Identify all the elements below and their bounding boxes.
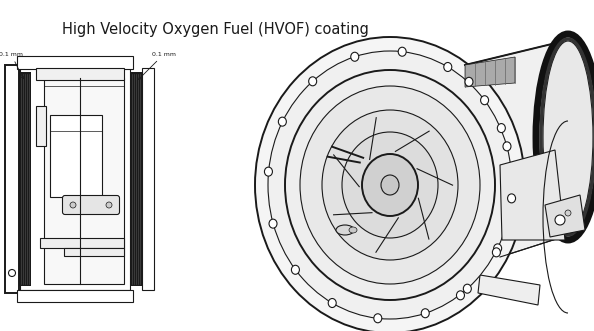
Bar bbox=[36, 106, 46, 146]
Ellipse shape bbox=[398, 47, 406, 56]
Ellipse shape bbox=[255, 37, 525, 331]
Circle shape bbox=[70, 202, 76, 208]
Ellipse shape bbox=[362, 154, 418, 216]
Bar bbox=[50, 115, 102, 197]
Text: 0.1 mm: 0.1 mm bbox=[138, 52, 176, 79]
Circle shape bbox=[106, 202, 112, 208]
Text: High Velocity Oxygen Fuel (HVOF) coating: High Velocity Oxygen Fuel (HVOF) coating bbox=[62, 22, 368, 37]
Ellipse shape bbox=[497, 123, 505, 133]
Bar bbox=[142, 68, 154, 290]
Ellipse shape bbox=[456, 291, 465, 300]
Ellipse shape bbox=[543, 41, 593, 233]
Ellipse shape bbox=[465, 77, 473, 86]
Ellipse shape bbox=[322, 110, 458, 260]
FancyBboxPatch shape bbox=[62, 196, 119, 214]
Polygon shape bbox=[545, 195, 585, 237]
Polygon shape bbox=[478, 275, 540, 305]
Circle shape bbox=[565, 210, 571, 216]
Ellipse shape bbox=[503, 142, 511, 151]
Bar bbox=[36, 68, 124, 80]
Ellipse shape bbox=[481, 96, 489, 105]
Ellipse shape bbox=[279, 117, 286, 126]
Polygon shape bbox=[465, 42, 578, 257]
Ellipse shape bbox=[309, 77, 317, 86]
Ellipse shape bbox=[328, 299, 336, 307]
Bar bbox=[40, 238, 124, 248]
Ellipse shape bbox=[264, 167, 273, 176]
Ellipse shape bbox=[349, 227, 357, 233]
Ellipse shape bbox=[494, 244, 502, 253]
Circle shape bbox=[8, 269, 15, 276]
Bar bbox=[130, 72, 142, 286]
Ellipse shape bbox=[421, 309, 429, 318]
Bar bbox=[17, 56, 133, 69]
Ellipse shape bbox=[507, 194, 516, 203]
Ellipse shape bbox=[492, 248, 500, 257]
Ellipse shape bbox=[300, 86, 480, 284]
Ellipse shape bbox=[285, 70, 495, 300]
Ellipse shape bbox=[374, 314, 382, 323]
Bar bbox=[5, 65, 19, 293]
Ellipse shape bbox=[444, 63, 452, 71]
Ellipse shape bbox=[381, 175, 399, 195]
Ellipse shape bbox=[336, 225, 354, 235]
Ellipse shape bbox=[463, 284, 471, 293]
Circle shape bbox=[555, 215, 565, 225]
Ellipse shape bbox=[268, 51, 512, 319]
Bar bbox=[44, 78, 124, 284]
Polygon shape bbox=[465, 57, 515, 87]
Polygon shape bbox=[500, 150, 565, 240]
Ellipse shape bbox=[292, 265, 299, 274]
Ellipse shape bbox=[342, 132, 438, 238]
Bar bbox=[19, 72, 31, 286]
Text: 0.1 mm: 0.1 mm bbox=[0, 52, 23, 79]
Ellipse shape bbox=[350, 52, 359, 61]
Bar bbox=[20, 68, 130, 290]
Bar bbox=[64, 248, 124, 256]
Bar bbox=[17, 290, 133, 302]
Ellipse shape bbox=[269, 219, 277, 228]
